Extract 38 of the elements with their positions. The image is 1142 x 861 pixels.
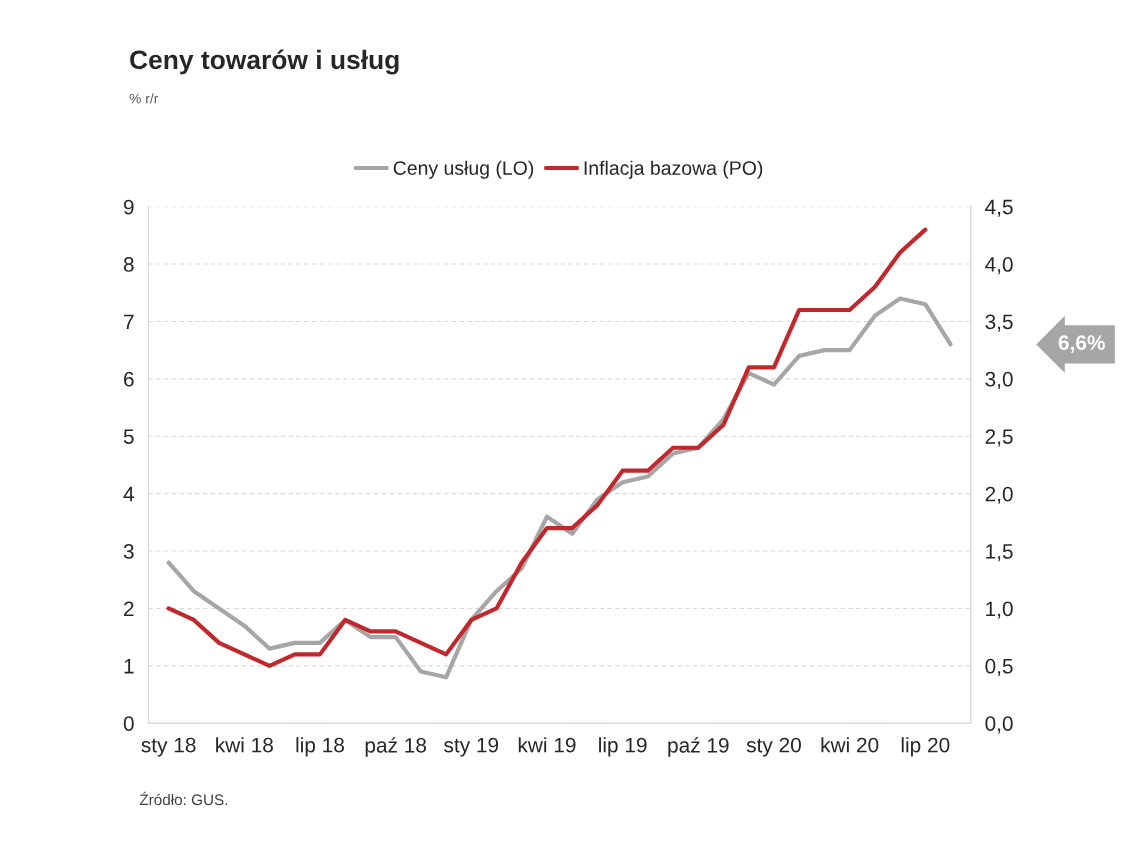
y2-tick-label: 2,5	[985, 429, 1013, 447]
y2-tick-label: 0,0	[985, 716, 1013, 734]
y2-tick-label: 3,5	[985, 314, 1013, 332]
chart-title: Ceny towarów i usług	[130, 49, 399, 75]
y-tick-label: 1	[124, 659, 134, 674]
chart-subtitle: % r/r	[129, 93, 159, 104]
y2-tick-label: 3,0	[985, 371, 1013, 390]
x-tick-label: sty 20	[746, 737, 801, 757]
x-tick-label: paź 19	[668, 737, 729, 757]
y2-tick-label: 0,5	[985, 658, 1013, 677]
y2-tick-label: 2,0	[985, 486, 1013, 504]
y-tick-label: 5	[123, 429, 134, 444]
x-tick-label: sty 19	[444, 737, 499, 757]
x-tick-label: lip 19	[599, 737, 647, 757]
x-tick-label: kwi 20	[821, 737, 879, 753]
y-tick-label: 2	[124, 601, 134, 616]
y-tick-label: 3	[123, 544, 134, 559]
y2-tick-label: 4,5	[985, 199, 1013, 217]
y2-tick-label: 1,0	[986, 601, 1013, 619]
y-tick-label: 4	[123, 486, 134, 502]
legend-label: Inflacja bazowa (PO)	[584, 160, 763, 179]
line-series	[166, 227, 928, 668]
x-tick-label: kwi 18	[216, 737, 273, 753]
x-tick-label: lip 20	[901, 737, 950, 757]
y-tick-label: 7	[124, 314, 134, 329]
x-tick-label: kwi 19	[518, 737, 576, 753]
y-tick-label: 6	[124, 371, 134, 387]
text: 6,6%	[1058, 335, 1105, 354]
x-tick-label: paź 18	[365, 737, 427, 757]
text: Źródło: GUS.	[139, 791, 228, 806]
x-tick-label: lip 18	[296, 737, 344, 757]
y-tick-label: 8	[123, 257, 134, 272]
y2-tick-label: 4,0	[985, 257, 1013, 275]
y-tick-label: 9	[123, 199, 134, 215]
y2-tick-label: 1,5	[986, 544, 1013, 562]
x-tick-label: sty 18	[141, 737, 196, 757]
y-tick-label: 0	[123, 716, 134, 731]
legend-label: Ceny usług (LO)	[393, 160, 534, 179]
